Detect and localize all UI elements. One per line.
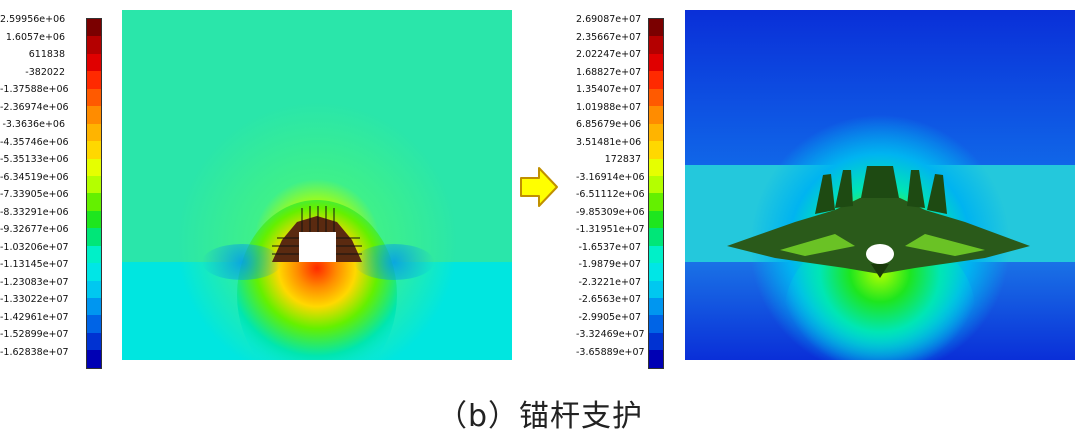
legend-swatch: [87, 71, 101, 89]
legend-label: -1.13145e+07: [0, 259, 69, 270]
legend-label: -1.42961e+07: [0, 311, 69, 323]
legend-label: -1.62838e+07: [0, 346, 69, 358]
legend-swatch: [87, 350, 101, 368]
legend-label: 2.69087e+07: [576, 14, 642, 25]
legend-swatch: [649, 332, 663, 351]
legend-label: -1.52899e+07: [0, 329, 69, 340]
legend-swatch: [649, 245, 663, 264]
legend-swatch: [87, 53, 101, 72]
legend-swatch: [649, 280, 663, 298]
legend-swatch: [87, 280, 101, 298]
legend-swatch: [87, 123, 101, 142]
legend-swatch: [87, 298, 101, 316]
legend-label: 6.85679e+06: [576, 119, 642, 130]
legend-swatch: [649, 350, 663, 368]
legend-swatch: [649, 263, 663, 281]
legend-label: -1.23083e+07: [0, 276, 69, 288]
legend-swatch: [87, 193, 101, 211]
left-legend-labels: 2.59956e+06 1.6057e+06 611838 -382022 -1.375…: [0, 11, 69, 361]
legend-swatch: [649, 88, 663, 107]
legend-swatch: [649, 193, 663, 211]
legend-label: 1.68827e+07: [576, 66, 642, 78]
legend-swatch: [649, 19, 663, 37]
legend-swatch: [87, 228, 101, 246]
legend-label: -1.9879e+07: [578, 259, 641, 270]
legend-swatch: [87, 315, 101, 333]
legend-swatch: [87, 175, 101, 194]
legend-swatch: [649, 53, 663, 72]
right-color-bar: [648, 18, 664, 369]
legend-swatch: [87, 210, 101, 229]
transition-arrow-icon: [519, 166, 559, 212]
legend-label: -3.32469e+07: [576, 329, 645, 340]
legend-swatch: [87, 263, 101, 281]
legend-swatch: [87, 19, 101, 37]
legend-label: -1.6537e+07: [578, 241, 641, 253]
legend-label: 1.6057e+06: [5, 31, 65, 43]
left-color-bar: [86, 18, 102, 369]
legend-swatch: [649, 175, 663, 194]
legend-label: 2.59956e+06: [0, 14, 66, 25]
legend-swatch: [87, 106, 101, 124]
legend-swatch: [649, 141, 663, 159]
legend-label: -3.16914e+06: [576, 171, 645, 183]
legend-label: 3.51481e+06: [576, 136, 642, 148]
legend-swatch: [87, 158, 101, 176]
legend-swatch: [649, 298, 663, 316]
legend-label: -2.9905e+07: [578, 311, 641, 323]
legend-label: -7.33905e+06: [0, 189, 69, 200]
legend-label: -1.03206e+07: [0, 241, 69, 253]
legend-label: -3.3636e+06: [2, 119, 65, 130]
legend-swatch: [649, 71, 663, 89]
legend-swatch: [649, 36, 663, 54]
legend-swatch: [87, 245, 101, 264]
legend-label: -5.35133e+06: [0, 154, 69, 165]
legend-label: -6.51112e+06: [576, 189, 645, 200]
right-legend-labels: 2.69087e+07 2.35667e+07 2.02247e+07 1.68827…: [576, 11, 645, 361]
legend-label: -4.35746e+06: [0, 136, 69, 148]
legend-label: -6.34519e+06: [0, 171, 69, 183]
legend-label: -9.85309e+06: [576, 206, 645, 218]
legend-swatch: [87, 36, 101, 54]
left-contour-graphic: [122, 10, 512, 360]
legend-label: -1.31951e+07: [576, 224, 645, 235]
left-stress-contour: [122, 10, 512, 360]
legend-swatch: [87, 88, 101, 107]
legend-label: -1.37588e+06: [0, 84, 69, 95]
legend-label: -8.33291e+06: [0, 206, 69, 218]
legend-label: 1.01988e+07: [576, 101, 642, 113]
legend-swatch: [649, 106, 663, 124]
legend-swatch: [649, 158, 663, 176]
legend-swatch: [87, 141, 101, 159]
legend-label: -1.33022e+07: [0, 294, 69, 305]
legend-swatch: [649, 210, 663, 229]
legend-label: 1.35407e+07: [576, 84, 642, 95]
right-contour-graphic: [685, 10, 1075, 360]
legend-swatch: [649, 228, 663, 246]
legend-label: 2.02247e+07: [576, 49, 642, 60]
legend-swatch: [87, 332, 101, 351]
legend-label: -3.65889e+07: [576, 346, 645, 358]
legend-swatch: [649, 123, 663, 142]
figure-caption: （b）锚杆支护: [436, 399, 644, 434]
legend-label: 611838: [28, 49, 65, 60]
legend-label: -2.6563e+07: [578, 294, 641, 305]
legend-label: 2.35667e+07: [576, 31, 642, 43]
legend-label: 172837: [604, 154, 641, 165]
right-stress-contour: [685, 10, 1075, 360]
legend-label: -382022: [25, 66, 65, 78]
legend-swatch: [649, 315, 663, 333]
legend-label: -2.36974e+06: [0, 101, 69, 113]
legend-label: -9.32677e+06: [0, 224, 69, 235]
legend-label: -2.3221e+07: [578, 276, 641, 288]
